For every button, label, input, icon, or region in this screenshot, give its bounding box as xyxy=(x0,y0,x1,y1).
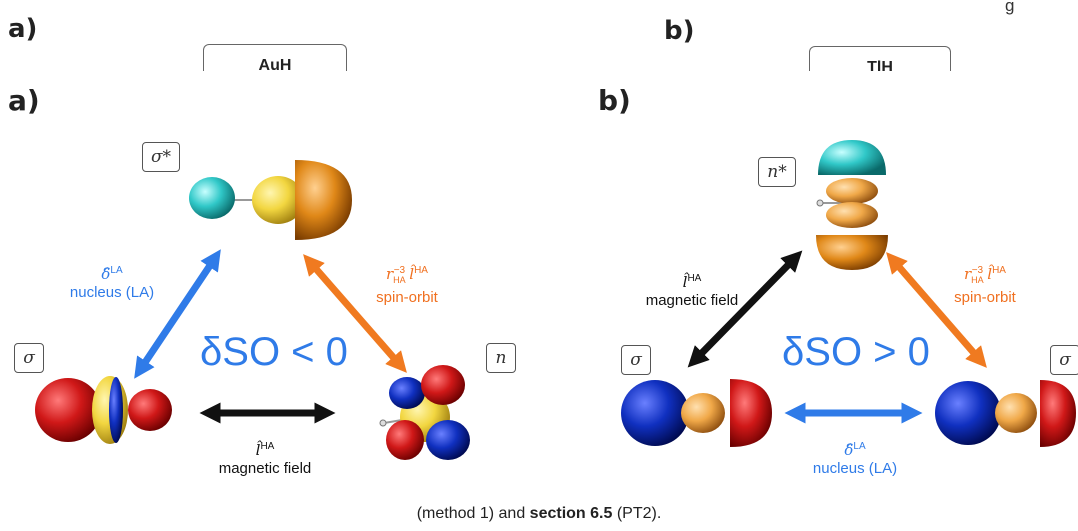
orbital-label-b-top: n* xyxy=(758,157,796,187)
label-a-bottom-text: magnetic field xyxy=(218,460,312,477)
orbital-label-a-right: n xyxy=(486,343,516,373)
label-a-left-text: nucleus (LA) xyxy=(69,284,155,301)
title-box-b: TlH xyxy=(809,46,951,71)
label-a-bottom: l̂HA magnetic field xyxy=(218,441,312,477)
label-b-right: rHA−3 l̂HA spin-orbit xyxy=(954,265,1016,306)
caption-post: (PT2). xyxy=(612,505,662,522)
orbital-a-sigma-star xyxy=(189,160,352,240)
title-b: TlH xyxy=(867,59,893,71)
delta-so-b: δSO > 0 xyxy=(782,330,930,374)
orbital-a-sigma xyxy=(35,376,172,444)
label-a-right-text: spin-orbit xyxy=(376,289,438,306)
label-a-left: δ̂LA nucleus (LA) xyxy=(69,265,155,301)
top-panel-label-a: a) xyxy=(8,14,38,44)
panel-label-a: a) xyxy=(8,84,40,117)
orbital-label-a-left: σ xyxy=(14,343,44,373)
label-a-left-symbol: δ̂ xyxy=(101,265,111,283)
caption-section-link[interactable]: section 6.5 xyxy=(529,505,613,522)
orbital-label-a-top: σ* xyxy=(142,142,180,172)
delta-so-a: δSO < 0 xyxy=(200,330,348,374)
arrow-b-right-orange xyxy=(886,252,987,368)
label-b-left-text: magnetic field xyxy=(645,292,739,309)
orbital-b-n-star xyxy=(816,140,888,270)
label-b-bottom: δ̂LA nucleus (LA) xyxy=(812,441,898,477)
panel-label-b: b) xyxy=(598,84,631,117)
top-panel-label-b: b) xyxy=(664,16,695,46)
title-a: AuH xyxy=(258,57,292,71)
orbital-b-sigma-left xyxy=(621,379,772,447)
orbital-a-n xyxy=(379,365,470,460)
label-a-right: rHA−3 l̂HA spin-orbit xyxy=(376,265,438,306)
orbital-label-b-left: σ xyxy=(621,345,651,375)
arrow-b-left-black xyxy=(687,250,803,368)
orbital-label-b-right: σ xyxy=(1050,345,1078,375)
caption-pre: (method 1) and xyxy=(416,505,530,522)
label-b-bottom-text: nucleus (LA) xyxy=(812,460,898,477)
top-cropped-text: g xyxy=(1005,0,1015,15)
orbital-b-sigma-right xyxy=(935,380,1076,447)
label-b-right-text: spin-orbit xyxy=(954,289,1016,306)
label-b-left: l̂HA magnetic field xyxy=(645,273,739,309)
arrow-a-left-blue xyxy=(134,249,221,379)
title-box-a: AuH xyxy=(203,44,347,71)
arrow-a-right-orange xyxy=(303,254,407,373)
figure-caption: (method 1) and section 6.5 (PT2). xyxy=(0,505,1078,523)
